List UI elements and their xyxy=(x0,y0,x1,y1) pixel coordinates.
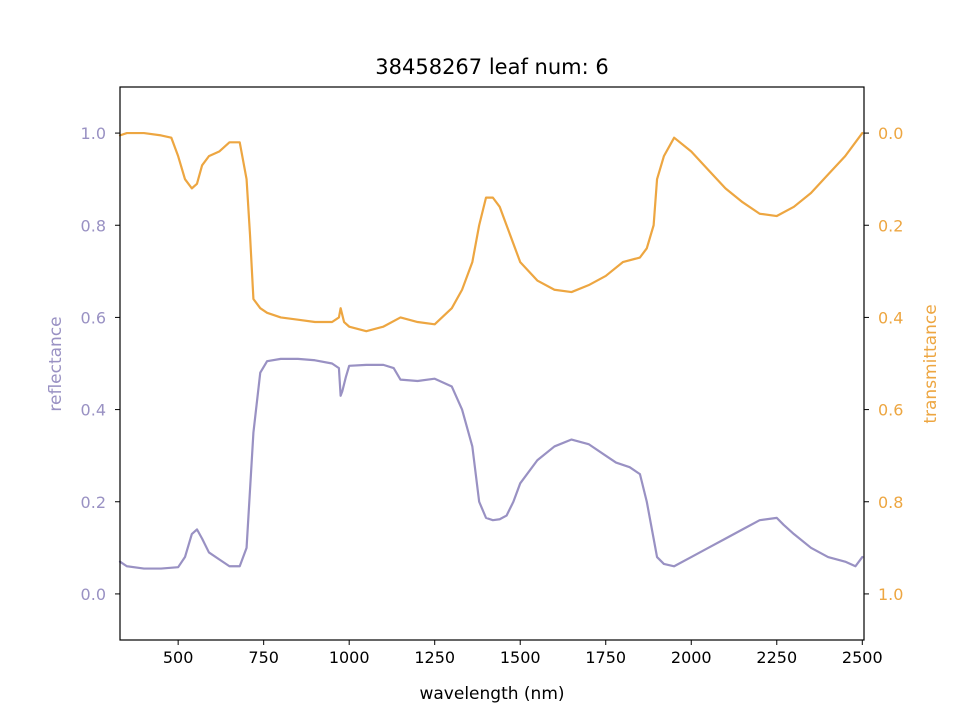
y-right-tick-label: 1.0 xyxy=(878,585,903,604)
y-right-tick-label: 0.0 xyxy=(878,124,903,143)
series-line-transmittance xyxy=(118,131,864,333)
series-line-reflectance xyxy=(118,357,864,570)
x-tick-label: 2000 xyxy=(671,648,712,667)
y-right-tick-label: 0.4 xyxy=(878,308,903,327)
y-right-tick-label: 0.2 xyxy=(878,216,903,235)
y-left-tick-label: 0.4 xyxy=(81,401,106,420)
y-left-tick-label: 0.6 xyxy=(81,308,106,327)
x-tick-label: 1750 xyxy=(585,648,626,667)
y-axis-right-label: transmittance xyxy=(921,304,941,423)
y-left-tick-label: 0.0 xyxy=(81,585,106,604)
y-left-tick-label: 1.0 xyxy=(81,124,106,143)
x-tick-label: 2500 xyxy=(842,648,883,667)
series-layer xyxy=(118,131,864,570)
y-left-tick-label: 0.8 xyxy=(81,216,106,235)
x-axis: 500 750 1000 1250 1500 1750 2000 2250 2500 xyxy=(163,640,883,667)
x-tick-label: 1000 xyxy=(329,648,370,667)
x-tick-label: 750 xyxy=(248,648,279,667)
y-right-tick-label: 0.6 xyxy=(878,401,903,420)
x-tick-label: 1500 xyxy=(500,648,541,667)
chart-title: 38458267 leaf num: 6 xyxy=(375,55,608,79)
x-tick-label: 2250 xyxy=(756,648,797,667)
y-axis-left: 0.0 0.2 0.4 0.6 0.8 1.0 xyxy=(81,124,120,604)
y-axis-left-label: reflectance xyxy=(46,316,66,411)
plot-frame xyxy=(119,86,865,641)
x-axis-label: wavelength (nm) xyxy=(419,684,564,704)
x-tick-label: 500 xyxy=(163,648,194,667)
y-axis-right: 0.0 0.2 0.4 0.6 0.8 1.0 xyxy=(864,124,903,604)
x-tick-label: 1250 xyxy=(414,648,455,667)
y-left-tick-label: 0.2 xyxy=(81,493,106,512)
y-right-tick-label: 0.8 xyxy=(878,493,903,512)
